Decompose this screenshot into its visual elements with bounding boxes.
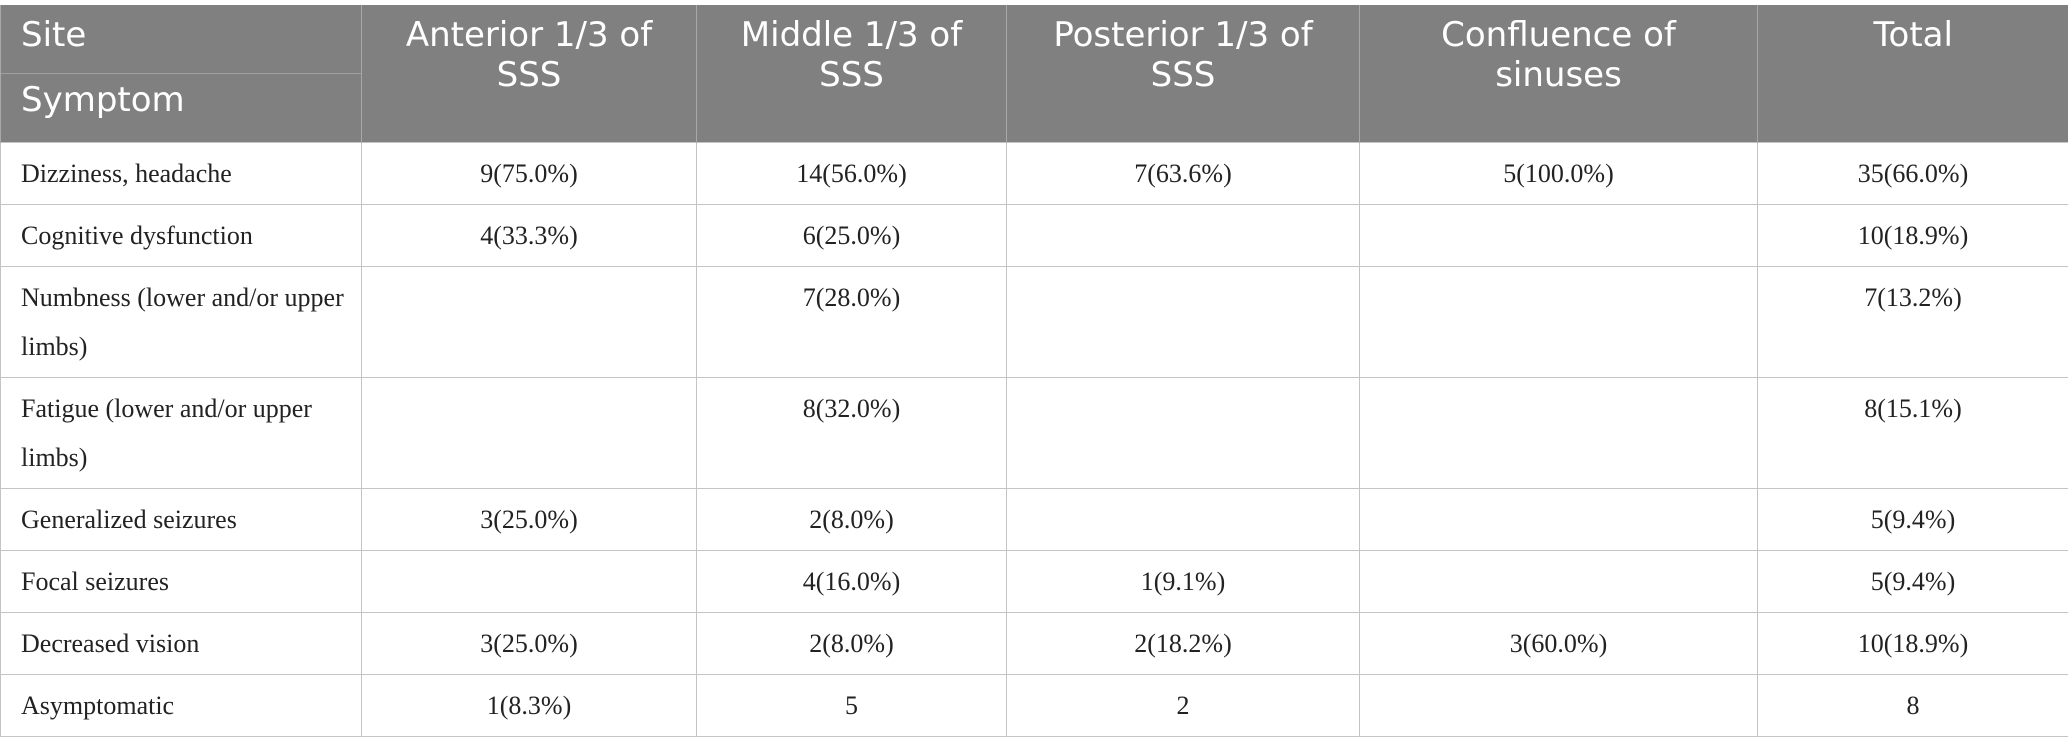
empty-cell [1006,377,1360,489]
value-cell: 8(32.0%) [696,377,1007,489]
empty-cell [1006,488,1360,551]
value-cell: 4(16.0%) [696,550,1007,613]
table-row: Focal seizures 4(16.0%) 1(9.1%) 5(9.4%) [0,550,2068,613]
table-row: Asymptomatic 1(8.3%) 5 2 8 [0,674,2068,737]
table-row: Decreased vision 3(25.0%) 2(8.0%) 2(18.2%) 3… [0,612,2068,675]
corner-site: Site [0,5,362,74]
value-cell: 2(8.0%) [696,488,1007,551]
value-cell: 10(18.9%) [1757,612,2068,675]
value-cell: 35(66.0%) [1757,142,2068,205]
empty-cell [1359,674,1758,737]
symptom-label: Asymptomatic [0,674,362,737]
value-cell: 3(25.0%) [361,488,697,551]
symptom-table: Site Anterior 1/3 of SSS Middle 1/3 of SSS… [0,5,2068,737]
empty-cell [1359,204,1758,267]
table-body: Dizziness, headache 9(75.0%) 14(56.0%) 7(63… [0,142,2068,737]
symptom-label: Dizziness, headache [0,142,362,205]
column-header: Total [1757,5,2068,143]
value-cell: 10(18.9%) [1757,204,2068,267]
value-cell: 1(9.1%) [1006,550,1360,613]
column-header: Middle 1/3 of SSS [696,5,1007,143]
empty-cell [361,377,697,489]
symptom-label: Focal seizures [0,550,362,613]
table-row: Fatigue (lower and/or upper limbs) 8(32.0… [0,377,2068,489]
value-cell: 7(28.0%) [696,266,1007,378]
empty-cell [1359,550,1758,613]
value-cell: 1(8.3%) [361,674,697,737]
column-header: Posterior 1/3 of SSS [1006,5,1360,143]
column-header: Anterior 1/3 of SSS [361,5,697,143]
empty-cell [1359,266,1758,378]
empty-cell [1359,377,1758,489]
empty-cell [1359,488,1758,551]
value-cell: 2 [1006,674,1360,737]
table-row: Generalized seizures 3(25.0%) 2(8.0%) 5(9.4… [0,488,2068,551]
value-cell: 7(13.2%) [1757,266,2068,378]
empty-cell [361,550,697,613]
symptom-label: Generalized seizures [0,488,362,551]
table-row: Cognitive dysfunction 4(33.3%) 6(25.0%) 10(… [0,204,2068,267]
value-cell: 5(9.4%) [1757,550,2068,613]
symptom-label: Fatigue (lower and/or upper limbs) [0,377,362,489]
empty-cell [361,266,697,378]
value-cell: 8 [1757,674,2068,737]
value-cell: 5 [696,674,1007,737]
value-cell: 6(25.0%) [696,204,1007,267]
value-cell: 5(9.4%) [1757,488,2068,551]
value-cell: 14(56.0%) [696,142,1007,205]
symptom-label: Cognitive dysfunction [0,204,362,267]
value-cell: 8(15.1%) [1757,377,2068,489]
symptom-label: Numbness (lower and/or upper limbs) [0,266,362,378]
empty-cell [1006,204,1360,267]
table-row: Dizziness, headache 9(75.0%) 14(56.0%) 7(63… [0,142,2068,205]
corner-symptom: Symptom [0,73,362,143]
value-cell: 2(18.2%) [1006,612,1360,675]
symptom-label: Decreased vision [0,612,362,675]
empty-cell [1006,266,1360,378]
value-cell: 3(25.0%) [361,612,697,675]
value-cell: 2(8.0%) [696,612,1007,675]
table-header: Site Anterior 1/3 of SSS Middle 1/3 of SSS… [0,5,2068,143]
value-cell: 5(100.0%) [1359,142,1758,205]
value-cell: 7(63.6%) [1006,142,1360,205]
table-row: Numbness (lower and/or upper limbs) 7(28.… [0,266,2068,378]
value-cell: 4(33.3%) [361,204,697,267]
value-cell: 3(60.0%) [1359,612,1758,675]
column-header: Confluence of sinuses [1359,5,1758,143]
value-cell: 9(75.0%) [361,142,697,205]
